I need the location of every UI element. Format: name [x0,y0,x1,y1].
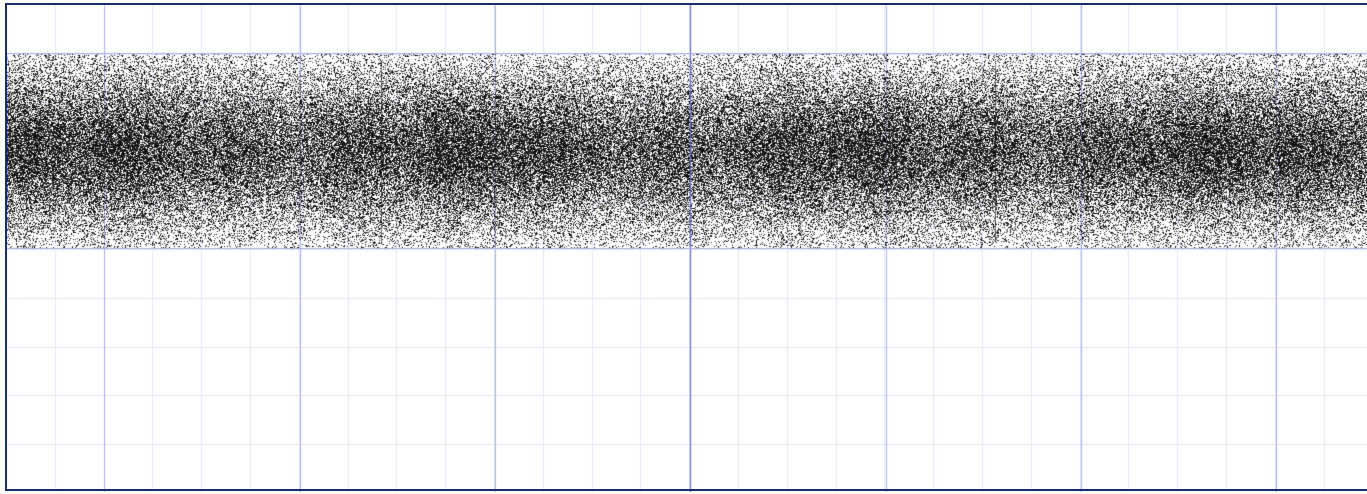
oscilloscope-window [0,0,1367,494]
eye-diagram-display[interactable] [0,0,1367,494]
